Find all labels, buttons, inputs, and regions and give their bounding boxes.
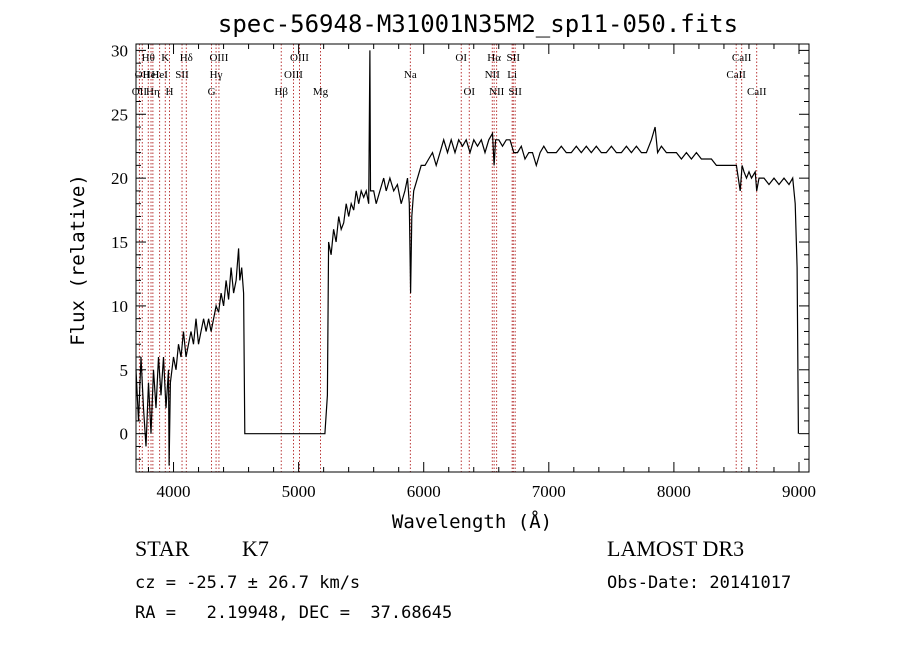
redshift-velocity: cz = -25.7 ± 26.7 km/s	[135, 573, 361, 593]
line-label: OII	[135, 69, 151, 81]
line-label: Na	[404, 69, 417, 81]
y-tick-label: 25	[111, 105, 128, 124]
y-tick-label: 15	[111, 233, 128, 252]
x-tick-label: 5000	[282, 482, 316, 501]
line-label: Hθ	[142, 52, 155, 64]
flux-series-line	[135, 50, 799, 466]
line-label: CaII	[732, 52, 752, 64]
line-label: OIII	[290, 52, 309, 64]
y-tick-label: 5	[120, 361, 129, 380]
x-axis-label: Wavelength (Å)	[392, 510, 552, 533]
line-label: Hβ	[274, 86, 288, 98]
observation-date: Obs-Date: 20141017	[607, 573, 792, 593]
plot-frame	[135, 43, 810, 473]
line-label: HeI	[143, 69, 160, 81]
x-tick-label: 9000	[782, 482, 816, 501]
line-label: OI	[463, 86, 475, 98]
ra-dec-coordinates: RA = 2.19948, DEC = 37.68645	[135, 603, 453, 623]
line-label: OI	[455, 52, 467, 64]
line-label: H	[166, 86, 174, 98]
line-label: HeI	[151, 69, 168, 81]
x-tick-label: 4000	[157, 482, 191, 501]
line-label: SII	[175, 69, 189, 81]
spectral-subclass: K7	[242, 536, 269, 561]
axis-ticks: 4000 5000 6000 7000 8000 9000 0 5 10 15 20 25 30	[111, 41, 816, 501]
line-label: OIII	[209, 52, 228, 64]
line-label: Hδ	[180, 52, 193, 64]
line-label: Hγ	[210, 69, 223, 81]
x-tick-label: 6000	[407, 482, 441, 501]
line-label: Li	[507, 69, 517, 81]
line-label: OIII	[284, 69, 303, 81]
y-tick-label: 0	[120, 425, 129, 444]
x-tick-label: 8000	[657, 482, 691, 501]
line-label: OII	[132, 86, 148, 98]
survey-name: LAMOST DR3	[607, 536, 745, 561]
line-label: NII	[489, 86, 505, 98]
line-label: G	[208, 86, 216, 98]
chart-title: spec-56948-M31001N35M2_sp11-050.fits	[218, 10, 738, 38]
y-tick-label: 20	[111, 169, 128, 188]
y-tick-label: 10	[111, 297, 128, 316]
spectral-line-markers	[138, 44, 758, 472]
line-label: CaII	[747, 86, 767, 98]
line-label: SII	[507, 52, 521, 64]
line-label: Hα	[487, 52, 501, 64]
object-type: STAR	[135, 536, 190, 561]
line-label: Hη	[146, 86, 160, 98]
x-tick-label: 7000	[532, 482, 566, 501]
line-label: Mg	[313, 86, 329, 98]
y-axis-label: Flux (relative)	[67, 174, 89, 346]
line-label: CaII	[726, 69, 746, 81]
line-label: K	[161, 52, 169, 64]
line-label: NII	[485, 69, 501, 81]
spectral-line-labels: OIIOIIHθHeIHηHeIKHSIIHδGHγOIIIHβOIIIOIII…	[132, 52, 767, 98]
y-tick-label: 30	[111, 41, 128, 60]
line-label: SII	[508, 86, 522, 98]
